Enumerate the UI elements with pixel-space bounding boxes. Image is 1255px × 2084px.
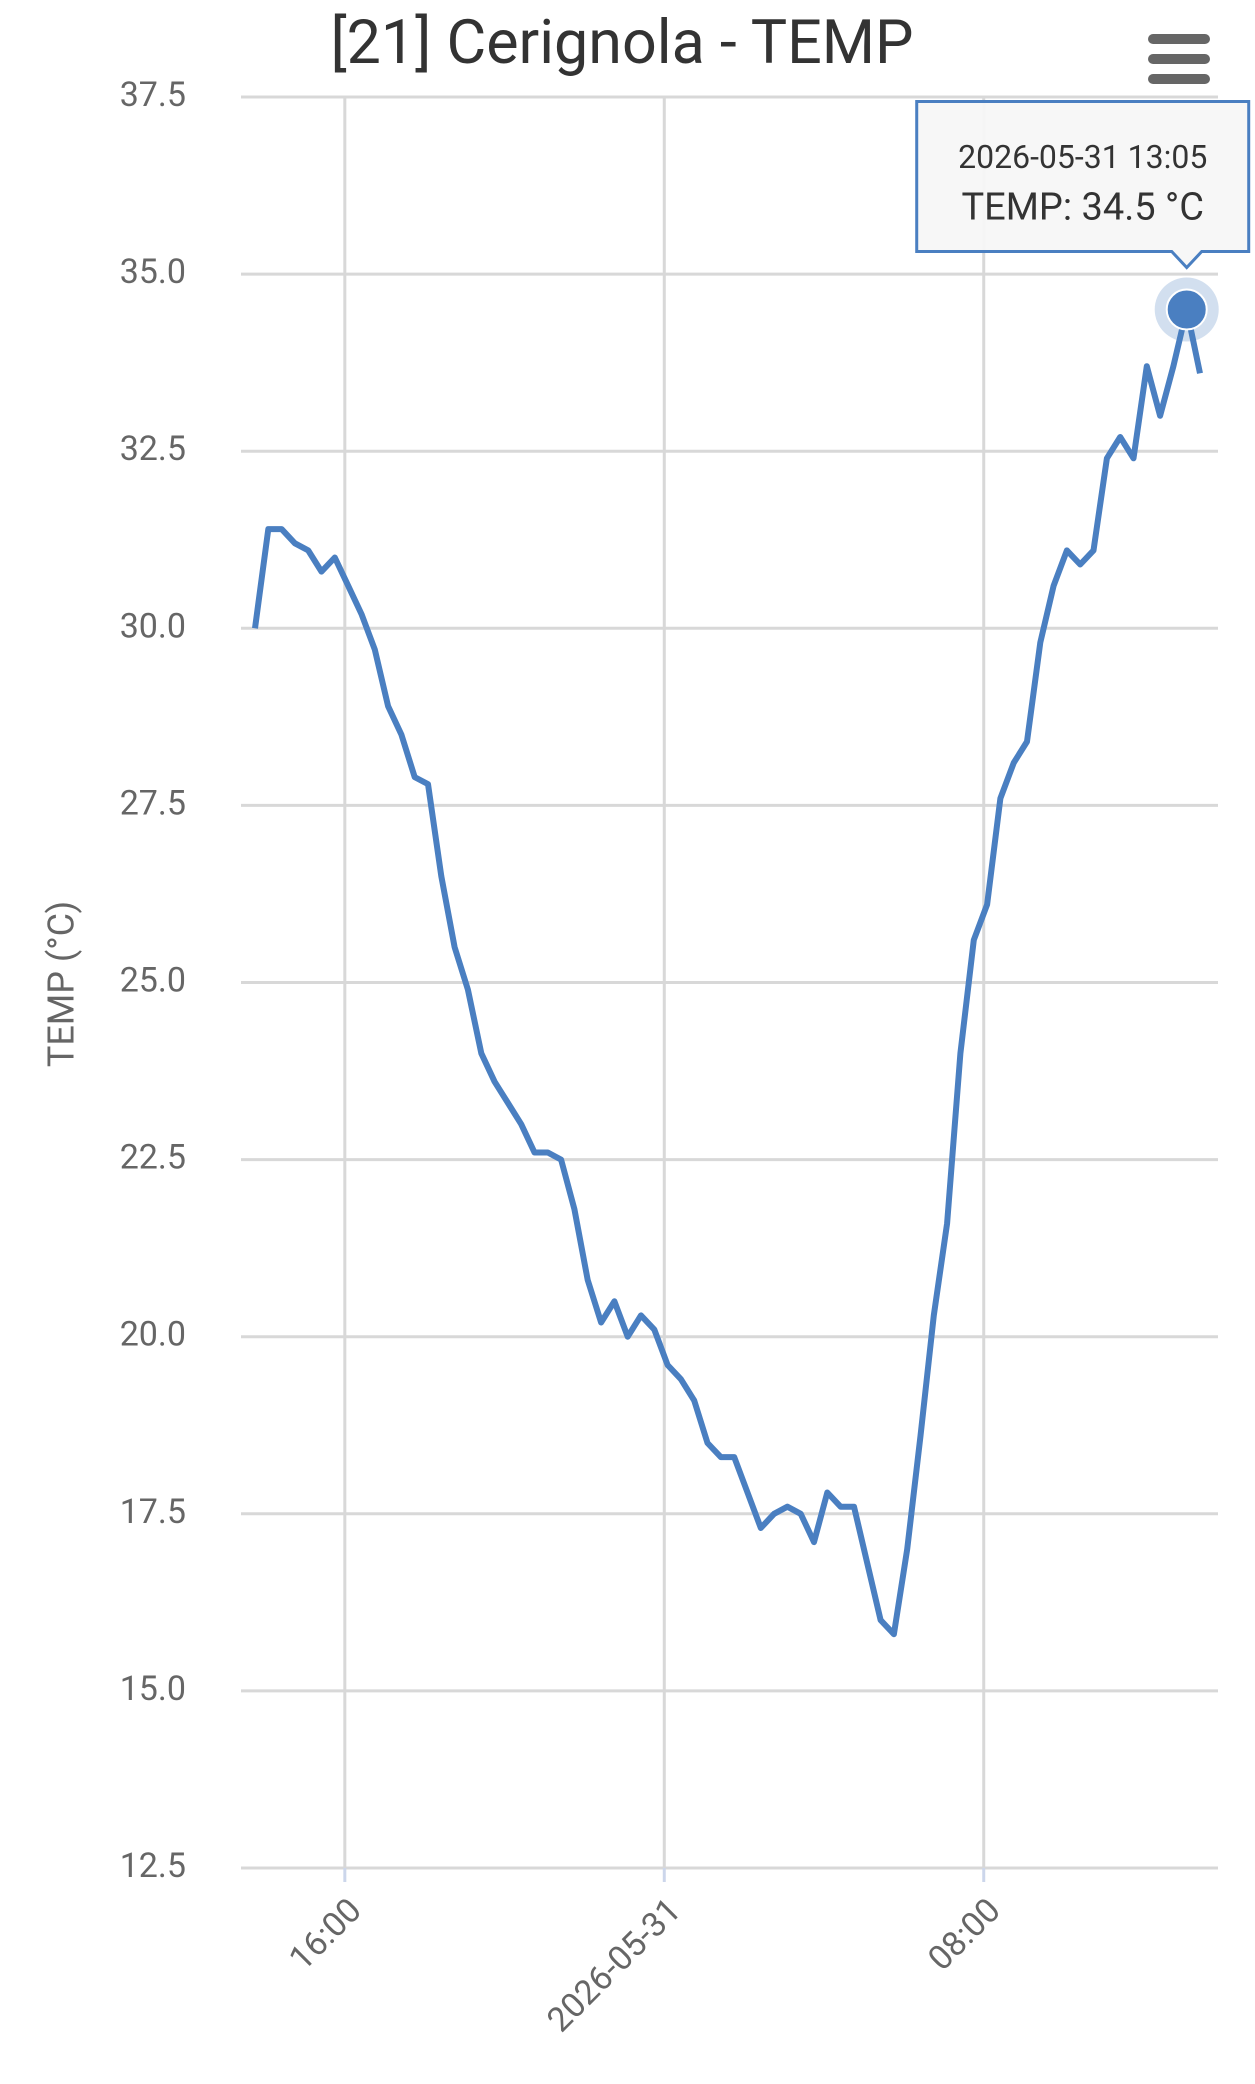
menu-button[interactable] bbox=[1148, 34, 1210, 84]
y-tick-label: 12.5 bbox=[120, 1846, 186, 1886]
x-tick-label: 08:00 bbox=[920, 1890, 1008, 1978]
y-tick-label: 32.5 bbox=[120, 429, 186, 469]
menu-bar[interactable] bbox=[1148, 74, 1210, 84]
tooltip-title: 2026-05-31 13:05 bbox=[958, 138, 1207, 176]
hover-point bbox=[1165, 288, 1208, 331]
menu-bar[interactable] bbox=[1148, 34, 1210, 44]
y-axis-title: TEMP (°C) bbox=[41, 901, 83, 1067]
menu-bar[interactable] bbox=[1148, 54, 1210, 64]
tooltip-text: TEMP: 34.5 °C bbox=[961, 186, 1204, 230]
chart-title: [21] Cerignola - TEMP bbox=[330, 6, 913, 78]
tooltip-box bbox=[915, 100, 1251, 270]
y-tick-label: 20.0 bbox=[120, 1315, 186, 1355]
y-tick-label: 35.0 bbox=[120, 252, 186, 292]
y-tick-label: 30.0 bbox=[120, 606, 186, 646]
y-tick-label: 22.5 bbox=[120, 1138, 186, 1178]
y-tick-label: 37.5 bbox=[120, 75, 186, 115]
y-tick-label: 15.0 bbox=[120, 1669, 186, 1709]
series-line bbox=[252, 306, 1203, 1638]
y-tick-label: 25.0 bbox=[120, 960, 186, 1000]
x-tick-label: 16:00 bbox=[281, 1890, 369, 1978]
x-tick-label: 2026-05-31 bbox=[539, 1890, 689, 2040]
y-tick-label: 17.5 bbox=[120, 1492, 186, 1532]
y-tick-label: 27.5 bbox=[120, 783, 186, 823]
